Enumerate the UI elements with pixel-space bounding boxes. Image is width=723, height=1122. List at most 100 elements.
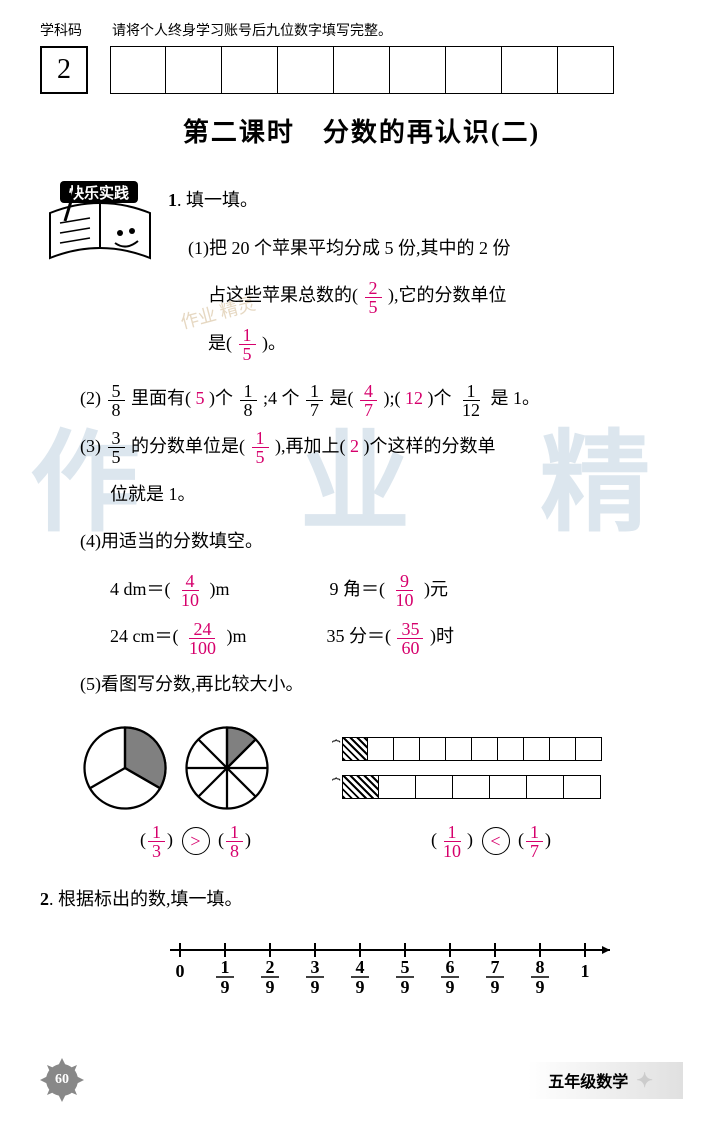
answer: 5	[196, 388, 205, 408]
q1-p4-head: (4)用适当的分数填空。	[80, 522, 683, 562]
q1-p1-line2: 占这些苹果总数的( 25 ),它的分数单位	[208, 276, 683, 316]
question-1: 快乐实践 1. 填一填。 (1)把 20 个苹果平均分成 5 份,其中的 2 份…	[40, 173, 683, 371]
answer-fraction: 410	[177, 572, 203, 609]
pie-group	[80, 723, 272, 813]
text: )m	[226, 626, 246, 646]
svg-text:4: 4	[356, 957, 365, 977]
svg-text:9: 9	[311, 977, 320, 997]
text: 是(	[208, 333, 232, 353]
svg-text:9: 9	[536, 977, 545, 997]
page-title: 第二课时 分数的再认识(二)	[40, 112, 683, 149]
svg-text:1: 1	[221, 957, 230, 977]
q1-p4-row1: 4 dm＝( 410 )m 9 角＝( 910 )元	[110, 570, 683, 610]
footer: 60 五年级数学 ✦	[0, 1058, 723, 1102]
answer: 12	[405, 388, 423, 408]
page-number: 60	[55, 1072, 69, 1088]
text: 是 1。	[491, 388, 541, 408]
text: )个	[428, 388, 452, 408]
bar-tenths: ⏞	[332, 737, 602, 761]
q2-number: 2	[40, 889, 49, 909]
text: )时	[430, 626, 454, 646]
q1-p4-row2: 24 cm＝( 24100 )m 35 分＝( 3560 )时	[110, 617, 683, 657]
answer-fraction: 17	[526, 823, 543, 860]
text: 里面有(	[131, 388, 191, 408]
fill-box[interactable]	[278, 46, 334, 94]
fill-box[interactable]	[334, 46, 390, 94]
q1-p2: (2) 58 里面有( 5 )个 18 ;4 个 17 是( 47 );( 12…	[80, 379, 683, 419]
fraction: 18	[240, 382, 257, 419]
compare-row: (13) > (18) (110) < (17)	[140, 823, 683, 860]
compare-symbol: >	[182, 827, 210, 855]
subject-code-box: 2	[40, 46, 88, 94]
text: 9 角＝(	[330, 579, 386, 599]
text: (3)	[80, 436, 101, 456]
fill-box[interactable]	[110, 46, 166, 94]
answer-fraction: 3560	[397, 620, 423, 657]
text: 是(	[330, 388, 354, 408]
q1-p1-line1: (1)把 20 个苹果平均分成 5 份,其中的 2 份	[188, 229, 683, 269]
text: );(	[384, 388, 401, 408]
fill-box[interactable]	[222, 46, 278, 94]
answer-fraction: 910	[392, 572, 418, 609]
star-icon: ✦	[636, 1068, 653, 1093]
text: 24 cm＝(	[110, 626, 178, 646]
q1-p1-line3: 是( 15 )。	[208, 324, 683, 364]
fill-box[interactable]	[166, 46, 222, 94]
svg-text:5: 5	[401, 957, 410, 977]
text: ),再加上(	[275, 436, 346, 456]
content: 作 业 精 作业 精灵 快乐实践 1. 填一填。 (1)把 20 个苹果平均分成…	[40, 173, 683, 1010]
text: (2)	[80, 388, 101, 408]
compare-2: (110) < (17)	[431, 823, 551, 860]
svg-text:9: 9	[401, 977, 410, 997]
fill-box[interactable]	[390, 46, 446, 94]
figures-row: ⏞ ⏞	[80, 723, 683, 813]
nl-start: 0	[176, 961, 185, 981]
text: ;4 个	[263, 388, 300, 408]
q1-head-text: 填一填。	[186, 190, 258, 210]
pie-eighths-icon	[182, 723, 272, 813]
compare-1: (13) > (18)	[140, 823, 251, 860]
answer-fraction: 18	[226, 823, 243, 860]
fill-box[interactable]	[558, 46, 614, 94]
svg-text:9: 9	[491, 977, 500, 997]
svg-text:快乐实践: 快乐实践	[69, 184, 129, 202]
text: 35 分＝(	[326, 626, 391, 646]
answer: 2	[350, 436, 359, 456]
q1-p3b: 位就是 1。	[110, 475, 683, 515]
text: )元	[424, 579, 448, 599]
header-instruction: 请将个人终身学习账号后九位数字填写完整。	[112, 20, 392, 40]
pie-thirds-icon	[80, 723, 170, 813]
number-line: 0 19 29 39 49 59 69 79 89 1	[160, 935, 683, 1010]
svg-text:6: 6	[446, 957, 455, 977]
svg-text:9: 9	[221, 977, 230, 997]
fill-box[interactable]	[502, 46, 558, 94]
answer-fraction: 13	[148, 823, 165, 860]
q1-number: 1.	[168, 190, 186, 210]
footer-label: 五年级数学 ✦	[528, 1062, 683, 1099]
text: )个	[209, 388, 233, 408]
svg-text:3: 3	[311, 957, 320, 977]
fraction: 58	[108, 382, 125, 419]
answer-fraction: 15	[239, 326, 256, 363]
practice-book-icon: 快乐实践	[40, 173, 160, 273]
q2-head-text: 根据标出的数,填一填。	[58, 889, 243, 909]
footer-label-text: 五年级数学	[548, 1068, 628, 1092]
account-fill-boxes[interactable]	[110, 46, 614, 94]
fraction: 112	[458, 382, 484, 419]
header: 学科码 请将个人终身学习账号后九位数字填写完整。 2	[40, 20, 683, 94]
answer-fraction: 24100	[185, 620, 220, 657]
svg-text:9: 9	[446, 977, 455, 997]
fill-box[interactable]	[446, 46, 502, 94]
text: 的分数单位是(	[131, 436, 245, 456]
question-2: 2. 根据标出的数,填一填。	[40, 880, 683, 920]
text: )个这样的分数单	[364, 436, 496, 456]
text: )。	[262, 333, 286, 353]
svg-text:9: 9	[356, 977, 365, 997]
bars-group: ⏞ ⏞	[332, 737, 602, 799]
subject-code-label: 学科码	[40, 20, 82, 40]
bar-sevenths: ⏞	[332, 775, 602, 799]
text: ),它的分数单位	[388, 285, 507, 305]
answer-fraction: 15	[252, 429, 269, 466]
svg-text:1: 1	[581, 961, 590, 981]
fraction: 17	[306, 382, 323, 419]
